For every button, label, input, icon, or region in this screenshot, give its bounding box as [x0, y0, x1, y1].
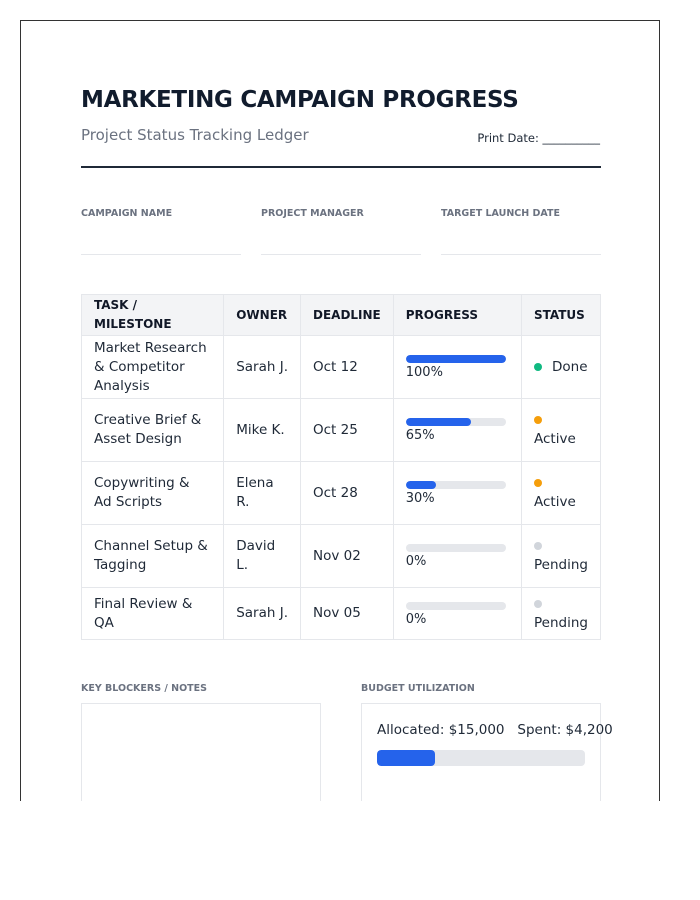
status: Pending — [533, 614, 588, 631]
status-dot — [533, 416, 542, 424]
progress-label: 65% — [405, 428, 435, 443]
progress-track — [405, 544, 506, 552]
title: MARKETING CAMPAIGN PROGRESS — [81, 87, 519, 113]
task: Creative Brief & Asset Design — [80, 398, 225, 462]
column-header: DEADLINE — [300, 294, 394, 336]
deadline: Nov 02 — [300, 524, 394, 588]
budget-box: Allocated: $15,000 Spent: $4,200 — [361, 703, 613, 801]
progress-cell: 0% — [392, 524, 522, 588]
ledger-card: MARKETING CAMPAIGN PROGRESS Project Stat… — [20, 20, 660, 801]
progress-label: 100% — [405, 365, 443, 380]
progress-track — [405, 418, 506, 426]
budget-label: BUDGET UTILIZATION — [361, 683, 475, 694]
column-header: OWNER — [223, 294, 301, 336]
status-cell: Pending — [520, 587, 602, 640]
spent: Spent: $4,200 — [517, 722, 613, 738]
task-row: Final Review & QA Sarah J. Nov 05 0% Pending — [80, 587, 602, 640]
allocated: Allocated: $15,000 — [377, 722, 505, 738]
task-row: Market Research & Competitor Analysis Sar… — [80, 335, 602, 399]
field: TARGET LAUNCH DATE — [441, 208, 601, 255]
status: Active — [533, 494, 576, 510]
progress-track — [405, 601, 506, 610]
owner: Sarah J. — [223, 335, 301, 399]
table-body: Market Research & Competitor Analysis Sar… — [80, 335, 602, 640]
deadline: Oct 25 — [300, 398, 394, 462]
column-header: PROGRESS — [392, 294, 522, 336]
status-cell: Pending — [520, 524, 602, 588]
progress-label: 0% — [405, 554, 427, 569]
progress-fill — [405, 418, 471, 426]
progress-label: 30% — [405, 491, 435, 506]
status: Active — [533, 431, 576, 447]
owner: Mike K. — [223, 398, 301, 462]
deadline: Oct 12 — [300, 335, 394, 399]
progress-cell: 0% — [392, 587, 522, 640]
task: Copywriting & Ad Scripts — [80, 461, 225, 525]
column-header: TASK / MILESTONE — [80, 294, 225, 336]
column-header: STATUS — [520, 294, 602, 336]
status-dot — [533, 542, 542, 550]
task: Market Research & Competitor Analysis — [80, 335, 225, 399]
status-dot — [533, 599, 542, 608]
progress-label: 0% — [405, 611, 427, 627]
task: Final Review & QA — [80, 587, 225, 640]
status-cell: Active — [520, 461, 602, 525]
task-row: Copywriting & Ad Scripts Elena R. Oct 28 30… — [80, 461, 602, 525]
task-row: Creative Brief & Asset Design Mike K. Oct … — [80, 398, 602, 462]
owner: David L. — [223, 524, 301, 588]
header-row: TASK / MILESTONE OWNER DEADLINE PROGRESS STA… — [80, 294, 602, 336]
field: PROJECT MANAGER — [261, 208, 421, 255]
owner: Elena R. — [223, 461, 301, 525]
progress-cell: 30% — [392, 461, 522, 525]
header-rule — [81, 166, 601, 168]
notes-label: KEY BLOCKERS / NOTES — [81, 683, 207, 694]
task-row: Channel Setup & Tagging David L. Nov 02 0% P… — [80, 524, 602, 588]
task: Channel Setup & Tagging — [80, 524, 225, 588]
owner: Sarah J. — [223, 587, 301, 640]
notes-box — [81, 703, 321, 801]
progress-cell: 65% — [392, 398, 522, 462]
status-cell: Active — [520, 398, 602, 462]
progress-fill — [405, 355, 506, 363]
status: Pending — [533, 557, 588, 573]
budget-track — [377, 750, 585, 766]
budget-text: Allocated: $15,000 Spent: $4,200 — [377, 722, 613, 738]
budget-fill — [377, 750, 436, 766]
status-dot — [533, 479, 542, 487]
deadline: Oct 28 — [300, 461, 394, 525]
progress-track — [405, 355, 506, 363]
progress-track — [405, 481, 506, 489]
status: Done — [551, 358, 588, 375]
subtitle: Project Status Tracking Ledger — [81, 126, 309, 144]
status-dot — [533, 362, 542, 371]
progress-cell: 100% — [392, 335, 522, 399]
field: CAMPAIGN NAME — [81, 208, 241, 255]
print-date: Print Date: __________ — [477, 131, 600, 145]
task-table: TASK / MILESTONE OWNER DEADLINE PROGRESS STA… — [80, 294, 602, 640]
status-cell: Done — [520, 335, 602, 399]
progress-fill — [405, 481, 436, 489]
deadline: Nov 05 — [300, 587, 394, 640]
